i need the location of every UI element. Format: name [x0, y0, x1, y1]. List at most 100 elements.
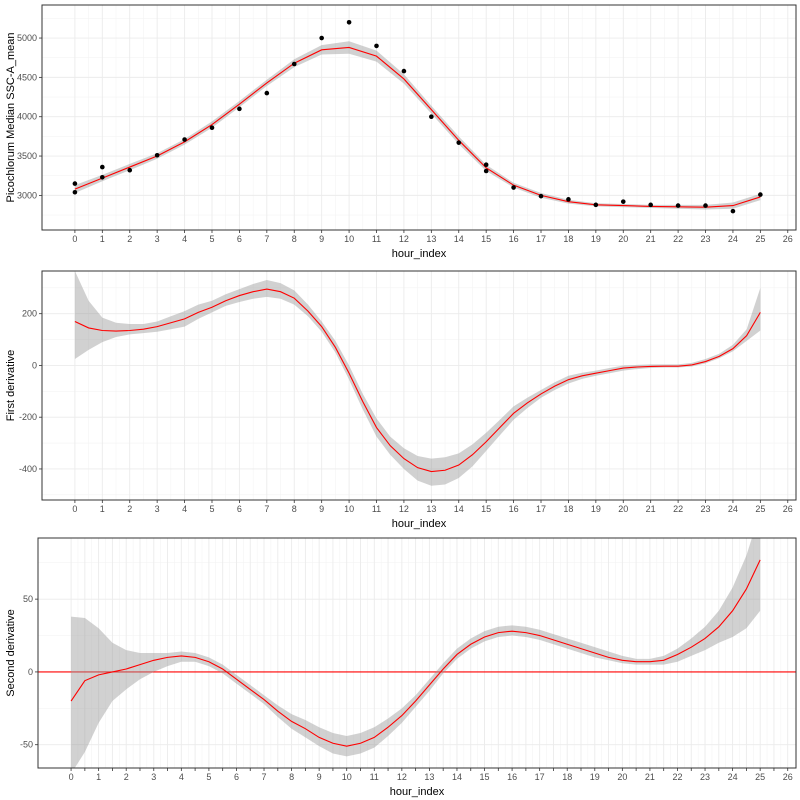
x-tick-label: 7 [264, 234, 269, 244]
data-point [264, 90, 270, 96]
x-tick-label: 19 [590, 772, 600, 782]
x-tick-label: 4 [182, 504, 187, 514]
data-point [758, 192, 763, 197]
x-tick-label: 2 [127, 234, 132, 244]
data-point [511, 185, 516, 190]
y-tick-label: 50 [23, 594, 33, 604]
x-tick-label: 23 [701, 234, 711, 244]
data-point [209, 125, 215, 131]
x-tick-label: 13 [424, 772, 434, 782]
x-tick-label: 23 [701, 504, 711, 514]
x-tick-label: 24 [728, 504, 738, 514]
x-tick-label: 4 [179, 772, 184, 782]
x-tick-label: 0 [69, 772, 74, 782]
x-tick-label: 5 [206, 772, 211, 782]
x-tick-label: 15 [481, 504, 491, 514]
x-tick-label: 16 [509, 504, 519, 514]
y-tick-label: 4500 [17, 72, 37, 82]
x-tick-label: 12 [399, 504, 409, 514]
x-tick-label: 11 [370, 772, 379, 782]
y-tick-label: 0 [28, 667, 33, 677]
plot-area [38, 538, 796, 768]
data-point [154, 152, 160, 158]
x-tick-label: 21 [646, 504, 656, 514]
series-line [74, 46, 761, 208]
x-tick-label: 22 [673, 504, 683, 514]
x-tick-label: 16 [509, 234, 519, 244]
y-tick-label: 3500 [17, 151, 37, 161]
confidence-band [74, 41, 761, 210]
x-tick-label: 26 [783, 772, 793, 782]
data-point [72, 189, 78, 195]
x-tick-label: 6 [234, 772, 239, 782]
data-point [319, 35, 324, 41]
y-tick-label: -400 [19, 464, 37, 474]
panel-top: 0 1 2 3 4 5 6 7 8 9 10 11 12 13 14 15 16 17 18 19 20 21 22 23 24… [5, 4, 797, 260]
y-tick-label: 0 [32, 360, 37, 370]
x-tick-label: 17 [536, 234, 546, 244]
x-tick-label: 1 [100, 234, 105, 244]
x-tick-label: 9 [319, 504, 324, 514]
x-tick-label: 25 [755, 504, 765, 514]
series-line [70, 559, 761, 747]
y-tick-label: -200 [19, 412, 37, 422]
x-tick-label: 19 [591, 504, 601, 514]
data-point [237, 106, 242, 112]
data-point [72, 181, 78, 186]
x-tick-label: 22 [673, 234, 683, 244]
plot-background [38, 538, 796, 768]
x-tick-label: 10 [344, 234, 354, 244]
x-tick-label: 11 [372, 504, 381, 514]
x-tick-label: 20 [618, 504, 628, 514]
x-tick-label: 7 [264, 504, 269, 514]
x-tick-label: 6 [237, 234, 242, 244]
x-tick-label: 24 [728, 772, 738, 782]
x-tick-label: 10 [344, 504, 354, 514]
plot-background [42, 271, 796, 500]
x-tick-label: 2 [124, 772, 129, 782]
x-tick-label: 8 [292, 504, 297, 514]
x-tick-label: 15 [480, 772, 490, 782]
x-tick-label: 18 [563, 504, 573, 514]
panel-border [41, 4, 797, 231]
data-point [566, 197, 571, 202]
x-tick-label: 14 [454, 234, 464, 244]
x-tick-label: 12 [399, 234, 409, 244]
x-tick-label: 18 [562, 772, 572, 782]
data-point [127, 167, 133, 173]
x-tick-label: 2 [127, 504, 132, 514]
x-tick-label: 3 [155, 504, 160, 514]
panel-border [37, 537, 797, 769]
x-tick-label: 0 [72, 504, 77, 514]
y-axis-title: Second derivative [5, 609, 17, 696]
x-tick-label: 14 [452, 772, 462, 782]
data-point [483, 168, 489, 174]
x-tick-label: 20 [617, 772, 627, 782]
x-tick-label: 13 [426, 234, 436, 244]
data-point [100, 174, 105, 180]
data-point [703, 203, 708, 208]
x-tick-label: 25 [755, 234, 765, 244]
x-tick-label: 0 [72, 234, 77, 244]
x-tick-label: 26 [783, 504, 793, 514]
x-tick-label: 16 [507, 772, 517, 782]
x-axis-title: hour_index [392, 248, 447, 260]
x-tick-label: 8 [292, 234, 297, 244]
x-tick-label: 17 [536, 504, 546, 514]
x-tick-label: 6 [237, 504, 242, 514]
x-tick-label: 21 [646, 234, 656, 244]
data-point [593, 202, 599, 208]
x-tick-label: 4 [182, 234, 187, 244]
x-tick-label: 1 [96, 772, 101, 782]
data-point [538, 193, 544, 199]
x-tick-label: 9 [319, 234, 324, 244]
x-tick-label: 23 [700, 772, 710, 782]
y-tick-label: 3000 [17, 190, 37, 200]
x-tick-label: 25 [755, 772, 765, 782]
data-point [429, 114, 434, 120]
y-tick-label: -50 [20, 740, 33, 750]
x-tick-label: 26 [783, 234, 793, 244]
data-point [620, 199, 626, 204]
y-tick-label: 5000 [17, 33, 37, 43]
